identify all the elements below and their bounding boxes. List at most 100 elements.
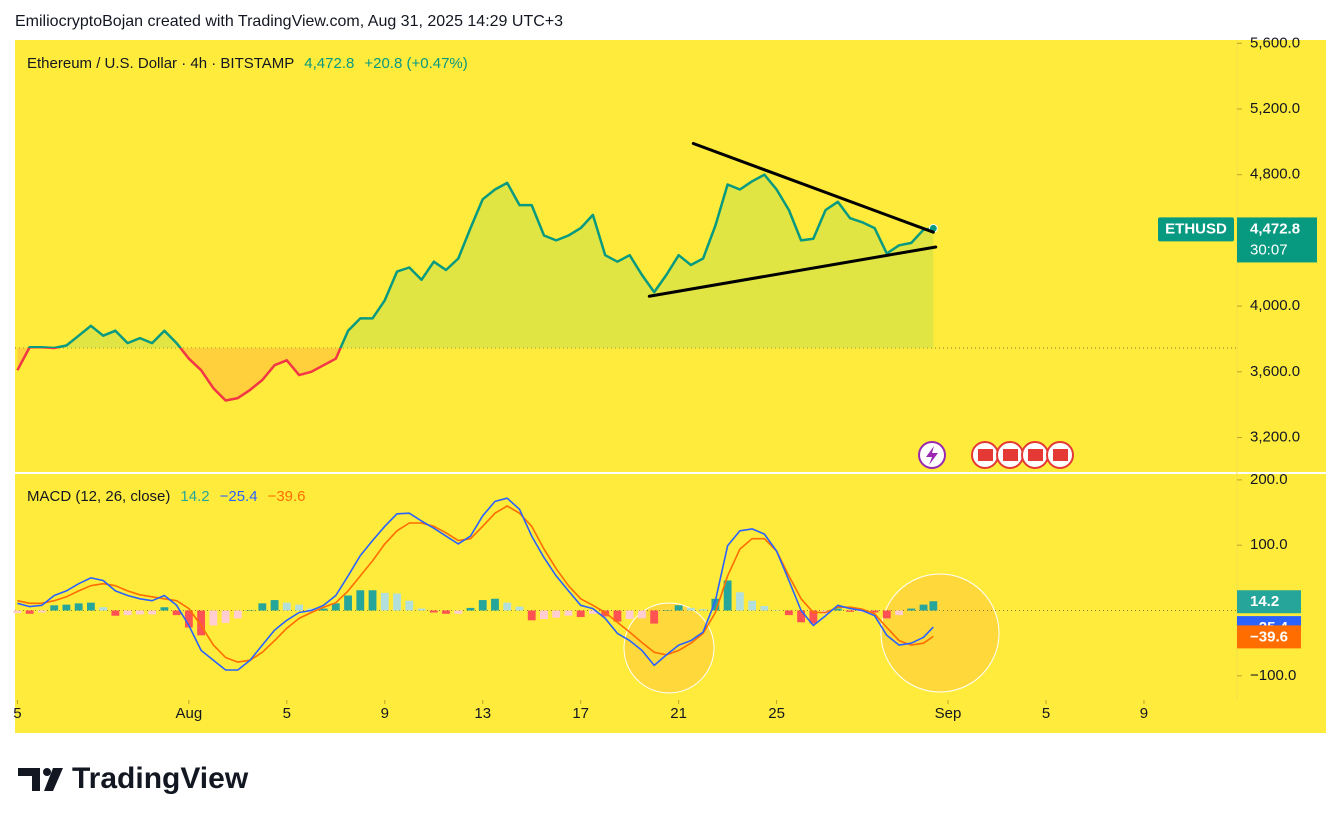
x-tick-label: Aug: [176, 705, 203, 722]
price-change: +20.8 (+0.47%): [364, 55, 467, 72]
price-area-up: [29, 174, 934, 348]
y-tick-label: 4,000.0: [1250, 297, 1300, 314]
histogram-bar: [135, 610, 144, 615]
histogram-bar: [25, 610, 34, 614]
highlight-circle: [880, 573, 1000, 693]
histogram-bar: [233, 610, 242, 619]
y-tick-label: 200.0: [1250, 471, 1288, 488]
histogram-bar: [686, 607, 695, 611]
histogram-bar: [74, 603, 83, 611]
event-icon-bolt: [926, 446, 938, 465]
x-tick-label: 5: [1042, 705, 1050, 722]
histogram-bar: [833, 608, 842, 611]
histogram-bar: [589, 610, 597, 614]
macd-legend: MACD (12, 26, close) 14.2 −25.4 −39.6: [27, 488, 306, 505]
histogram-bar: [13, 610, 22, 614]
histogram-bar: [380, 592, 389, 611]
histogram-bar: [760, 605, 769, 611]
x-tick-label: 17: [572, 705, 589, 722]
price-badge-text: 4,472.8: [1250, 220, 1300, 237]
trendline: [691, 141, 935, 234]
histogram-bar: [882, 610, 891, 619]
histogram-bar: [442, 610, 450, 614]
y-tick-label: 5,200.0: [1250, 100, 1300, 117]
histogram-bar: [160, 607, 169, 611]
histogram-bar: [576, 610, 585, 618]
symbol-badge: [1158, 217, 1234, 242]
logo-text: TradingView: [72, 762, 249, 795]
histogram-bar: [895, 610, 903, 616]
histogram-bar: [86, 602, 95, 611]
macd-title: MACD (12, 26, close): [27, 488, 170, 505]
histogram-bar: [699, 609, 708, 611]
histogram-bar: [735, 592, 744, 611]
flag-stripes: [1003, 449, 1018, 461]
x-tick-label: Sep: [935, 705, 962, 722]
histogram-bar: [270, 600, 279, 611]
histogram-bar: [172, 610, 181, 616]
histogram-bar: [258, 603, 267, 611]
histogram-bar: [748, 600, 757, 611]
x-tick-label: 5: [283, 705, 291, 722]
histogram-bar: [540, 610, 548, 620]
histogram-bar: [515, 606, 524, 611]
histogram-bar: [123, 610, 132, 616]
y-tick-label: 4,800.0: [1250, 166, 1300, 183]
histogram-bar: [111, 610, 120, 616]
histogram-bar: [907, 608, 916, 611]
flag-stripes: [1053, 449, 1068, 461]
histogram-bar: [368, 590, 377, 611]
y-tick-label: −100.0: [1250, 667, 1296, 684]
last-price: 4,472.8: [304, 55, 354, 72]
histogram-bar: [344, 595, 352, 611]
price-legend: Ethereum / U.S. Dollar · 4h · BITSTAMP 4,…: [27, 55, 468, 72]
histogram-bar: [50, 605, 59, 611]
histogram-bar: [466, 607, 475, 611]
histogram-bar: [405, 600, 414, 611]
x-tick-label: 5: [13, 705, 21, 722]
y-tick-label: 5,600.0: [1250, 34, 1300, 51]
x-tick-label: 21: [670, 705, 687, 722]
histogram-bar: [772, 610, 781, 612]
macd-line: [17, 497, 934, 671]
logo-mark: [18, 768, 40, 791]
flag-stripes: [978, 449, 993, 461]
histogram-bar: [197, 610, 206, 636]
histogram-bar: [723, 580, 732, 611]
price-badge: [1237, 217, 1317, 263]
trendline: [647, 245, 938, 298]
histogram-bar: [148, 610, 157, 615]
chart-title: Ethereum / U.S. Dollar · 4h · BITSTAMP: [27, 55, 294, 72]
histogram-bar: [209, 610, 218, 626]
histogram-bar: [491, 598, 499, 611]
hist-value: 14.2: [180, 488, 209, 505]
price-area-down: [17, 347, 934, 401]
histogram-bar: [674, 605, 683, 611]
histogram-bar: [429, 610, 438, 613]
histogram-bar: [478, 600, 487, 611]
logo-mark: [44, 768, 63, 791]
event-icons: [918, 441, 1074, 469]
histogram-bar: [650, 610, 659, 624]
logo: TradingView: [18, 762, 249, 795]
histogram-bar: [393, 593, 401, 611]
histogram-bar: [356, 590, 365, 611]
histogram-bar: [99, 607, 108, 611]
histogram-bar: [246, 610, 255, 612]
y-tick-label: 3,200.0: [1250, 428, 1300, 445]
histogram-bar: [295, 604, 303, 611]
histogram-bar: [929, 601, 938, 611]
x-tick-label: 25: [768, 705, 785, 722]
histogram-bar: [919, 604, 928, 611]
histogram-bar: [417, 608, 426, 611]
histogram-bar: [527, 610, 536, 621]
histogram-bar: [637, 610, 646, 619]
y-tick-label: 3,600.0: [1250, 363, 1300, 380]
histogram-bar: [711, 598, 720, 611]
countdown: 30:07: [1250, 241, 1288, 258]
histogram-bar: [613, 610, 622, 622]
flag-stripes: [1028, 449, 1043, 461]
histogram-badge: [1237, 590, 1301, 614]
